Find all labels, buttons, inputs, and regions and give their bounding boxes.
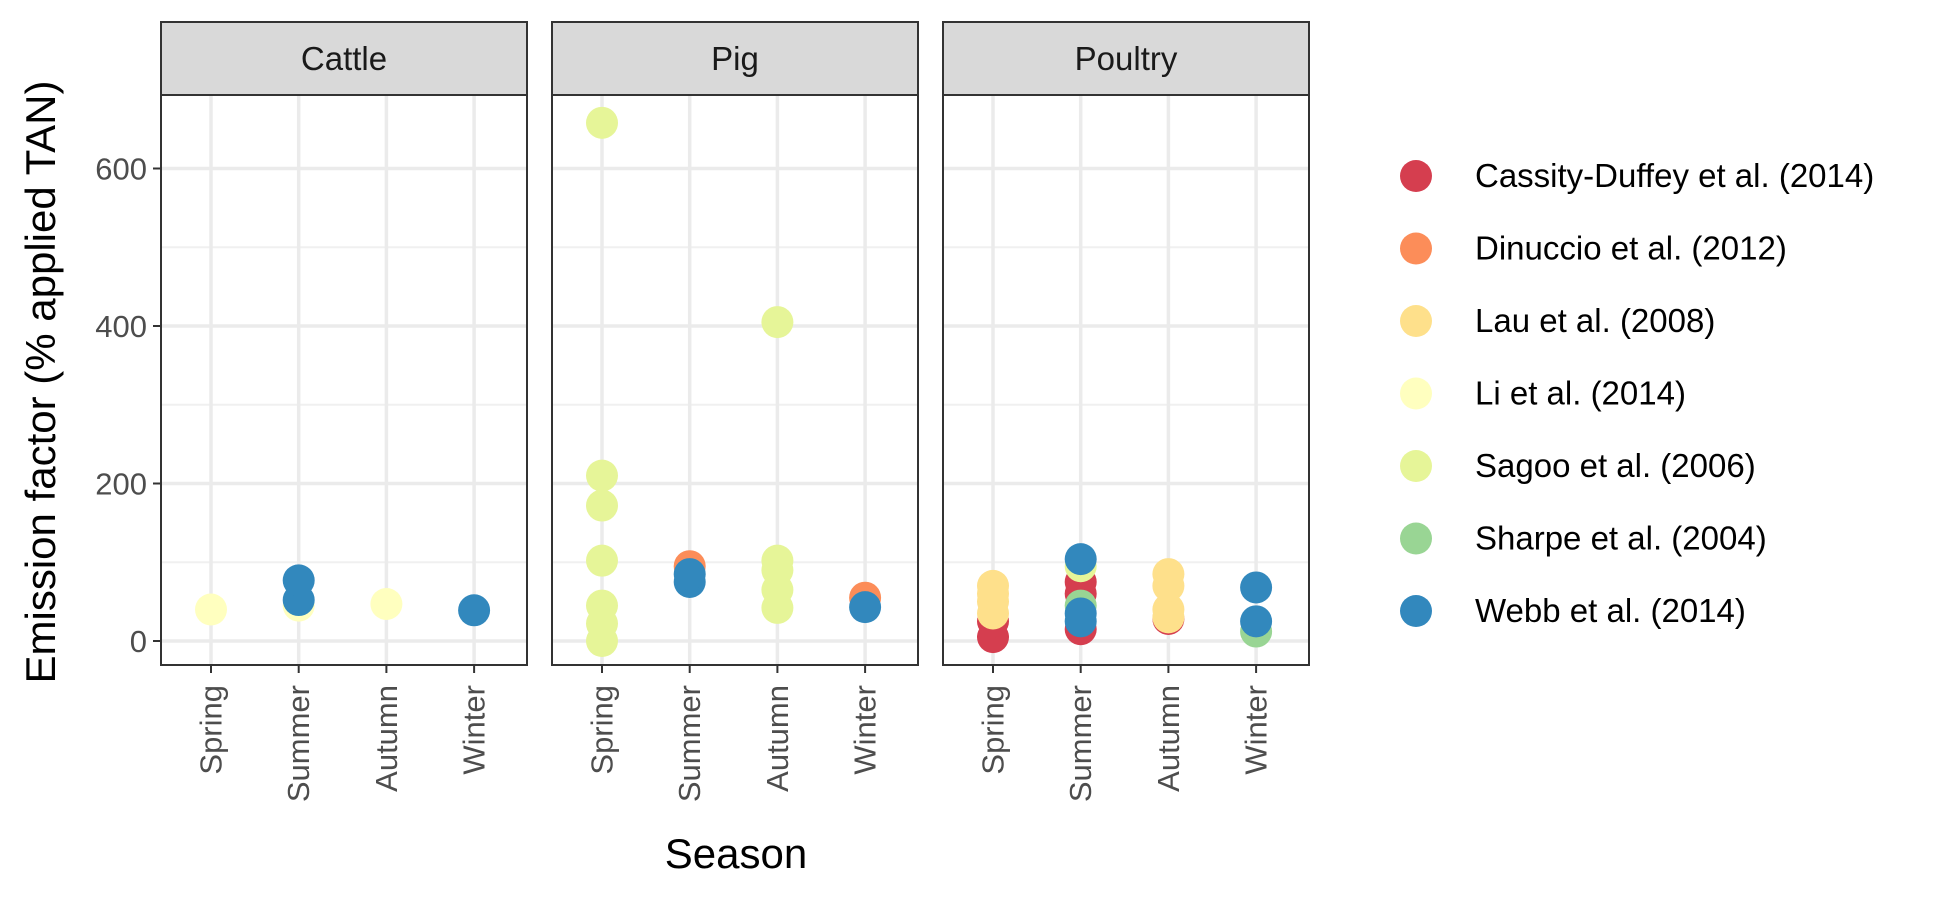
x-tick-label: Summer: [281, 685, 316, 802]
x-tick-label: Summer: [672, 685, 707, 802]
data-point: [458, 594, 491, 627]
legend-item: Lau et al. (2008): [1400, 302, 1715, 339]
facet-strip-label: Pig: [711, 40, 759, 77]
panel-background: [552, 95, 918, 665]
facet-strip: [551, 21, 919, 96]
legend-key: [1400, 232, 1432, 265]
legend-label: Cassity-Duffey et al. (2014): [1475, 157, 1874, 194]
facet-strip: [942, 21, 1310, 96]
data-point: [586, 589, 618, 622]
legend-label: Webb et al. (2014): [1475, 592, 1746, 629]
data-point: [1240, 605, 1273, 638]
facet-panels: Cattle Spring Summer Autumn Winter Pig Spring S…: [160, 21, 1310, 802]
panel-cattle: Cattle Spring Summer Autumn Winter: [160, 21, 528, 802]
legend: Cassity-Duffey et al. (2014) Dinuccio et …: [1400, 157, 1874, 629]
legend-item: Webb et al. (2014): [1400, 592, 1746, 629]
legend-label: Dinuccio et al. (2012): [1475, 230, 1787, 267]
data-point: [370, 587, 403, 620]
panel-background: [161, 95, 527, 665]
y-axis-ticks: 0 200 400 600: [95, 152, 161, 659]
legend-label: Li et al. (2014): [1475, 375, 1686, 412]
y-tick-label: 400: [95, 309, 147, 344]
facet-strip: [160, 21, 528, 96]
data-point: [586, 459, 618, 492]
x-axis-title: Season: [665, 830, 807, 877]
y-axis-title: Emission factor (% applied TAN): [17, 81, 64, 684]
legend-key: [1400, 305, 1432, 337]
x-tick-label: Spring: [585, 685, 620, 775]
data-point: [282, 564, 315, 597]
facet-strip-label: Poultry: [1075, 40, 1178, 77]
legend-key: [1400, 595, 1432, 627]
data-point: [586, 106, 618, 139]
data-point: [673, 558, 706, 591]
legend-label: Sharpe et al. (2004): [1475, 520, 1767, 557]
x-tick-label: Winter: [1239, 685, 1274, 775]
legend-item: Sagoo et al. (2006): [1400, 447, 1756, 484]
data-point: [586, 489, 618, 522]
x-tick-label: Autumn: [1151, 685, 1186, 792]
legend-label: Lau et al. (2008): [1475, 302, 1715, 339]
data-point: [1064, 543, 1097, 576]
panel-poultry: Poultry Spring Summer Autumn Winter: [942, 21, 1310, 802]
x-tick-label: Autumn: [760, 685, 795, 792]
legend-item: Sharpe et al. (2004): [1400, 520, 1767, 557]
data-point: [1152, 593, 1185, 626]
y-tick-label: 0: [130, 624, 147, 659]
data-point: [195, 593, 227, 626]
legend-item: Cassity-Duffey et al. (2014): [1400, 157, 1874, 194]
data-point: [1240, 571, 1273, 604]
x-tick-label: Spring: [194, 685, 229, 775]
panel-background: [943, 95, 1309, 665]
legend-key: [1400, 522, 1432, 555]
data-point: [586, 544, 618, 577]
data-point: [761, 544, 794, 577]
panel-pig: Pig Spring Summer Autumn Winter: [551, 21, 919, 802]
facet-strip-label: Cattle: [301, 40, 387, 77]
legend-key: [1400, 450, 1432, 482]
x-tick-label: Summer: [1063, 685, 1098, 802]
x-tick-label: Winter: [457, 685, 492, 775]
legend-key: [1400, 377, 1432, 410]
data-point: [1152, 558, 1185, 591]
data-point: [849, 591, 882, 624]
data-point: [977, 569, 1009, 602]
y-tick-label: 200: [95, 467, 147, 502]
legend-item: Dinuccio et al. (2012): [1400, 230, 1787, 267]
legend-label: Sagoo et al. (2006): [1475, 447, 1756, 484]
x-tick-label: Winter: [848, 685, 883, 775]
x-tick-label: Spring: [976, 685, 1011, 775]
legend-key: [1400, 160, 1432, 192]
data-point: [1064, 597, 1097, 630]
x-tick-label: Autumn: [369, 685, 404, 792]
y-tick-label: 600: [95, 152, 147, 187]
legend-item: Li et al. (2014): [1400, 375, 1686, 412]
data-point: [761, 306, 794, 339]
